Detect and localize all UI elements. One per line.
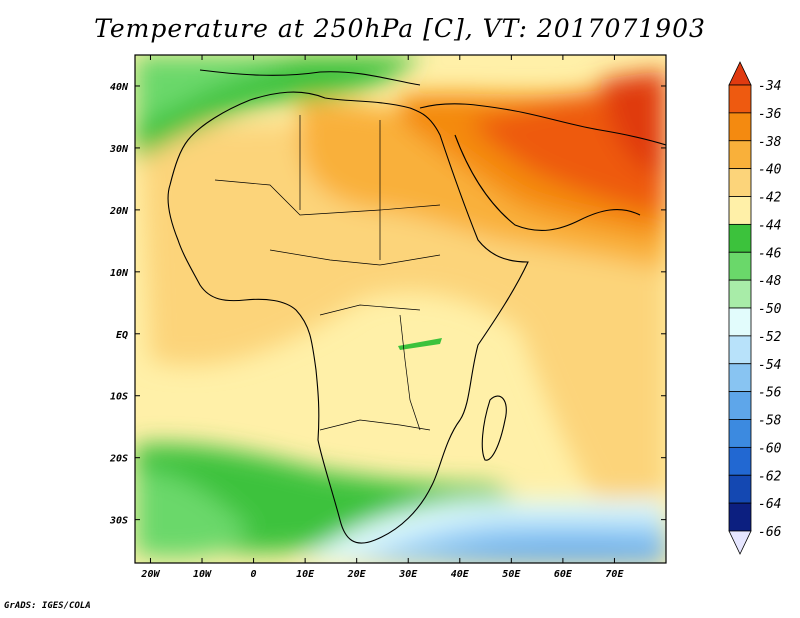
colorbar-swatch: [728, 363, 752, 393]
colorbar-label: -42: [758, 191, 782, 206]
colorbar-swatch: [728, 223, 752, 253]
colorbar-label: -40: [758, 163, 782, 178]
border-congo: [319, 304, 421, 316]
lat-label: 20S: [109, 454, 128, 465]
europe-coast: [199, 69, 421, 86]
colorbar-swatch: [728, 307, 752, 337]
colorbar-label: -66: [758, 525, 782, 540]
border-sahel: [214, 179, 441, 216]
coastlines: [167, 69, 666, 544]
colorbar-top-arrow: [728, 61, 752, 86]
lat-label: 40N: [110, 82, 129, 93]
longitude-labels: 20W 10W 0 10E 20E 30E 40E 50E 60E 70E: [140, 569, 624, 580]
colorbar-label: -44: [758, 218, 781, 233]
colorbar-swatch: [728, 168, 752, 197]
colorbar-swatch: [728, 391, 752, 420]
chart-title: Temperature at 250hPa [C], VT: 201707190…: [94, 14, 706, 43]
africa-coast: [167, 91, 529, 544]
colorbar-label: -48: [758, 274, 782, 289]
asia-coast: [419, 103, 666, 146]
lat-label: 30S: [109, 516, 128, 527]
colorbar-swatch: [728, 502, 752, 532]
colorbar-label: -34: [758, 79, 781, 94]
lat-label: 10S: [110, 392, 128, 403]
lon-label: 60E: [554, 569, 573, 580]
colorbar-label: -56: [758, 386, 782, 401]
green-patch-equator: [398, 338, 442, 350]
colorbar-bottom-arrow: [728, 530, 752, 555]
lat-label: 30N: [109, 144, 129, 155]
madagascar-coast: [481, 395, 507, 461]
colorbar-label: -52: [758, 330, 782, 345]
colorbar-label: -64: [758, 497, 781, 512]
colorbar-label: -54: [758, 358, 781, 373]
colorbar: -34 -36 -38 -40 -42 -44 -46 -48 -50 -52 -54 -56 -58 -…: [728, 61, 782, 555]
colorbar-label: -38: [758, 135, 782, 150]
lon-label: 30E: [398, 569, 418, 580]
lon-label: 20W: [140, 569, 160, 580]
colorbar-label: -46: [758, 246, 782, 261]
colorbar-swatch: [728, 196, 752, 225]
border-central: [269, 249, 441, 266]
colorbar-swatch: [728, 279, 752, 309]
lat-label: 10N: [110, 268, 129, 279]
lat-label: 20N: [109, 206, 129, 217]
colorbar-label: -36: [758, 107, 782, 122]
temperature-field: [135, 55, 666, 563]
colorbar-label: -50: [758, 302, 782, 317]
colorbar-swatch: [728, 419, 752, 448]
colorbar-swatch: [728, 251, 752, 281]
colorbar-swatch: [728, 84, 752, 114]
band-40: [300, 100, 666, 270]
band-58: [430, 545, 666, 563]
lon-label: 50E: [502, 569, 521, 580]
axis-ticks: [135, 55, 666, 563]
colorbar-swatch: [728, 335, 752, 365]
colorbar-swatch: [728, 140, 752, 170]
band-48-south: [135, 470, 250, 558]
colorbar-label: -62: [758, 469, 782, 484]
arabia-coast: [454, 134, 641, 231]
colorbar-swatch: [728, 474, 752, 504]
latitude-labels: 40N 30N 20N 10N EQ 10S 20S 30S: [109, 82, 129, 527]
colorbar-swatch: [728, 446, 752, 476]
colorbar-swatch: [728, 112, 752, 142]
lon-label: 70E: [605, 569, 624, 580]
colorbar-label: -60: [758, 441, 782, 456]
band-34: [600, 70, 666, 180]
lon-label: 10W: [193, 569, 212, 580]
lat-label: EQ: [116, 330, 128, 341]
lon-label: 20E: [347, 569, 367, 580]
border-eastafrica: [399, 314, 421, 431]
lon-label: 10E: [296, 569, 315, 580]
colorbar-label: -58: [758, 414, 782, 429]
border-south: [319, 419, 431, 431]
plot-frame: [134, 54, 667, 564]
borders: [214, 115, 441, 431]
credit-label: GrADS: IGES/COLA: [4, 601, 91, 611]
lon-label: 0: [251, 569, 257, 580]
band-48-north: [135, 55, 300, 125]
lon-label: 40E: [451, 569, 470, 580]
